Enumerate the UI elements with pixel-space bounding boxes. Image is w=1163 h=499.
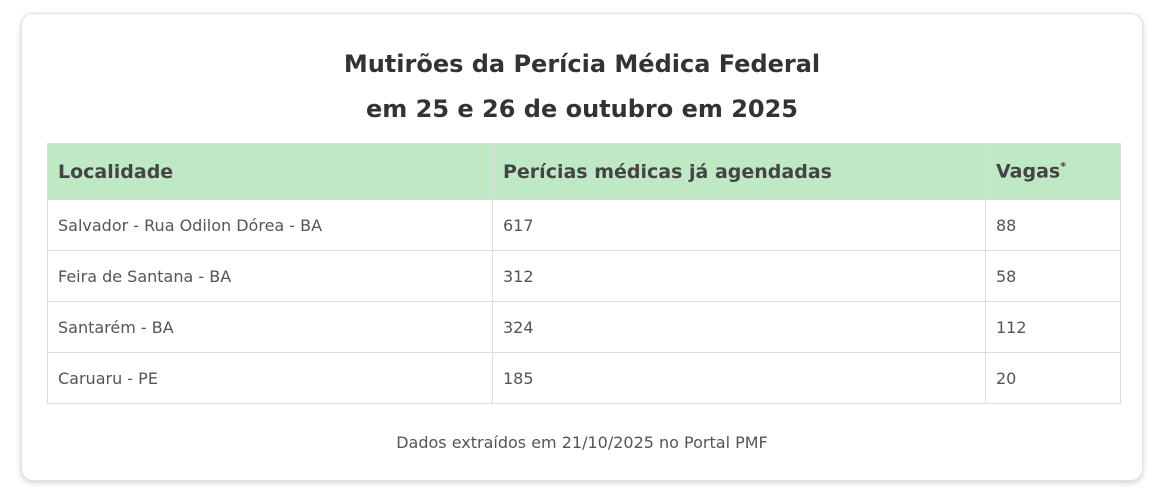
cell-pericias: 324 [492, 301, 986, 353]
source-note: Dados extraídos em 21/10/2025 no Portal … [396, 433, 768, 452]
table-row: Feira de Santana - BA 312 58 [47, 250, 1121, 302]
cell-pericias: 617 [492, 199, 986, 251]
cell-pericias: 185 [492, 352, 986, 404]
table-row: Salvador - Rua Odilon Dórea - BA 617 88 [47, 199, 1121, 251]
cell-vagas: 58 [985, 250, 1121, 302]
card-title-line-1: Mutirões da Perícia Médica Federal [343, 50, 821, 78]
info-card: Mutirões da Perícia Médica Federal em 25… [21, 13, 1143, 481]
cell-vagas: 88 [985, 199, 1121, 251]
cell-pericias: 312 [492, 250, 986, 302]
cell-vagas: 20 [985, 352, 1121, 404]
header-vagas-footnote-mark: * [1060, 160, 1066, 174]
mutiroes-table: Localidade Perícias médicas já agendadas… [47, 143, 1121, 404]
header-vagas: Vagas* [985, 143, 1121, 200]
table-row: Caruaru - PE 185 20 [47, 352, 1121, 404]
cell-localidade: Caruaru - PE [47, 352, 493, 404]
card-title-line-2: em 25 e 26 de outubro em 2025 [365, 95, 799, 123]
header-vagas-label: Vagas [996, 160, 1061, 183]
cell-localidade: Salvador - Rua Odilon Dórea - BA [47, 199, 493, 251]
header-pericias: Perícias médicas já agendadas [492, 143, 986, 200]
cell-vagas: 112 [985, 301, 1121, 353]
table-row: Santarém - BA 324 112 [47, 301, 1121, 353]
table-header-row: Localidade Perícias médicas já agendadas… [47, 143, 1121, 200]
cell-localidade: Feira de Santana - BA [47, 250, 493, 302]
cell-localidade: Santarém - BA [47, 301, 493, 353]
header-localidade: Localidade [47, 143, 493, 200]
